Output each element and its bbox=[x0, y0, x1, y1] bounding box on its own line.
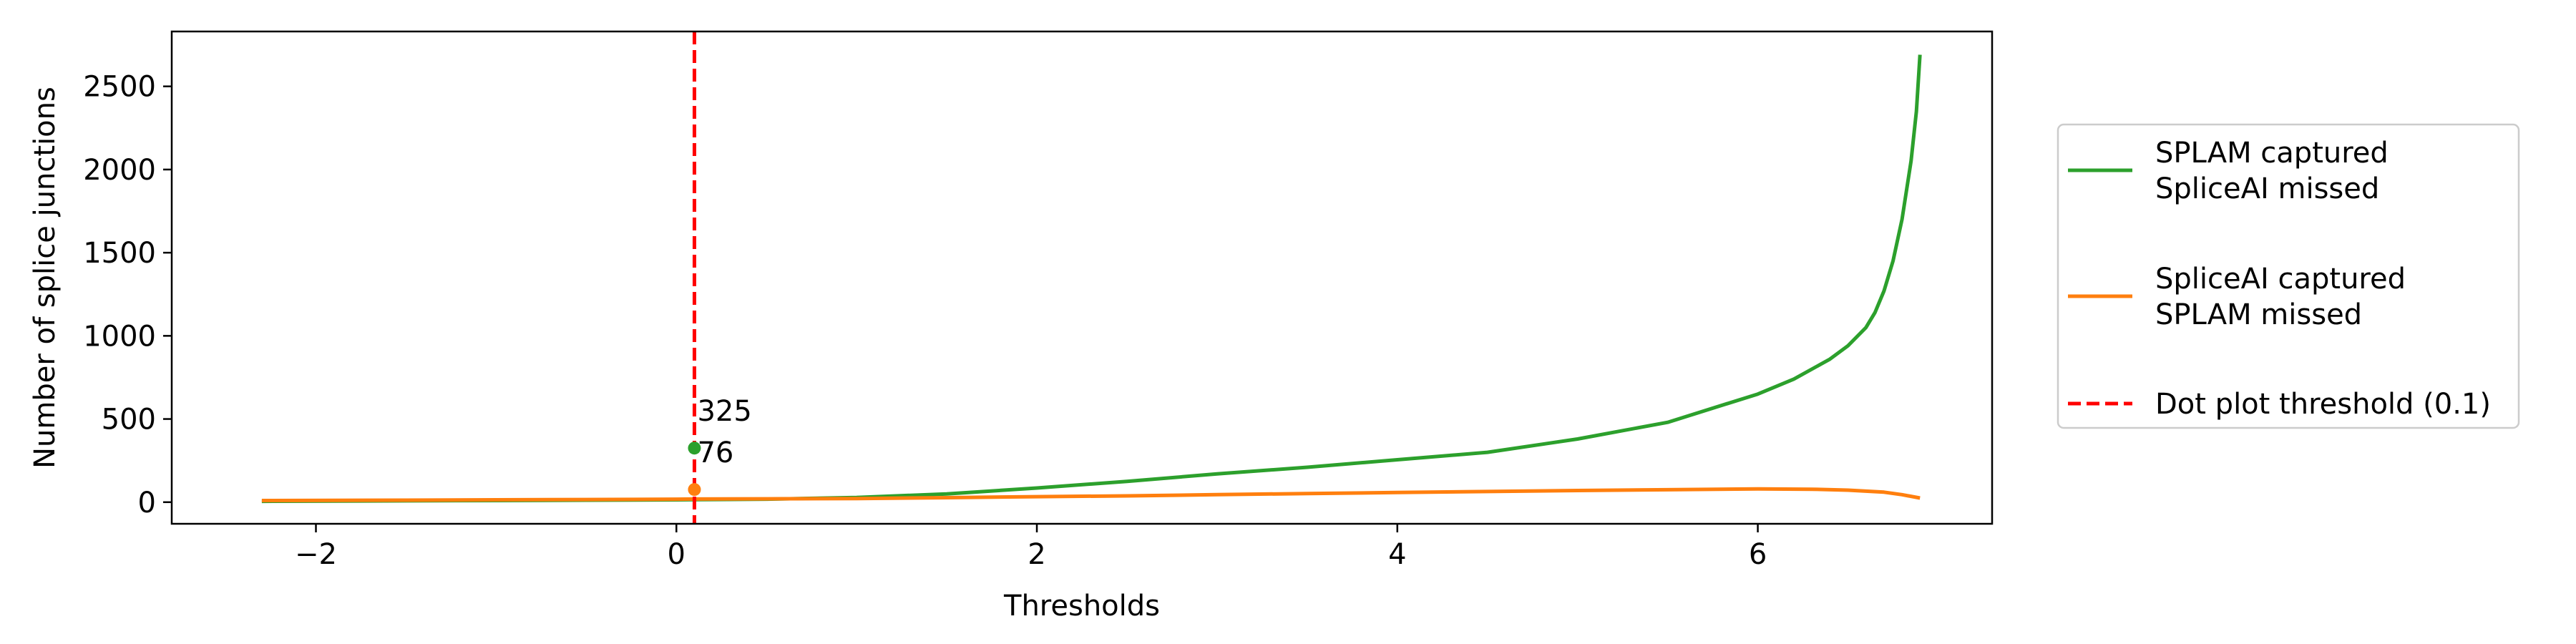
y-tick-label-4: 2000 bbox=[83, 154, 156, 187]
x-tick-label-0: −2 bbox=[295, 538, 337, 571]
x-tick-label-3: 4 bbox=[1388, 538, 1406, 571]
y-tick-label-0: 0 bbox=[138, 487, 156, 519]
y-tick-label-2: 1000 bbox=[83, 320, 156, 353]
annotation-label-1: 76 bbox=[697, 436, 733, 469]
legend-label-1-1: SPLAM missed bbox=[2155, 298, 2362, 331]
series-line-1 bbox=[261, 487, 1921, 502]
legend-label-0-0: SPLAM captured bbox=[2155, 137, 2389, 170]
y-tick-label-1: 500 bbox=[102, 404, 156, 436]
annotation-point-1 bbox=[688, 483, 701, 497]
legend-label-2-0: Dot plot threshold (0.1) bbox=[2155, 388, 2491, 421]
legend-label-0-1: SpliceAI missed bbox=[2155, 172, 2379, 205]
legend-box bbox=[2057, 123, 2520, 429]
y-tick-label-5: 2500 bbox=[83, 71, 156, 104]
x-tick-label-1: 0 bbox=[668, 538, 686, 571]
plot-frame bbox=[170, 30, 1994, 525]
y-tick-label-3: 1500 bbox=[83, 237, 156, 270]
x-tick-label-4: 6 bbox=[1749, 538, 1767, 571]
axes: −2 0 2 4 6 0 500 1000 1500 2000 2500 bbox=[83, 30, 1994, 571]
x-axis-label: Thresholds bbox=[1003, 590, 1160, 623]
annotation-point-0 bbox=[688, 441, 701, 455]
legend-label-1-0: SpliceAI captured bbox=[2155, 263, 2406, 296]
x-tick-label-2: 2 bbox=[1028, 538, 1045, 571]
annotation-label-0: 325 bbox=[697, 395, 751, 428]
y-axis-label: Number of splice junctions bbox=[29, 87, 62, 469]
